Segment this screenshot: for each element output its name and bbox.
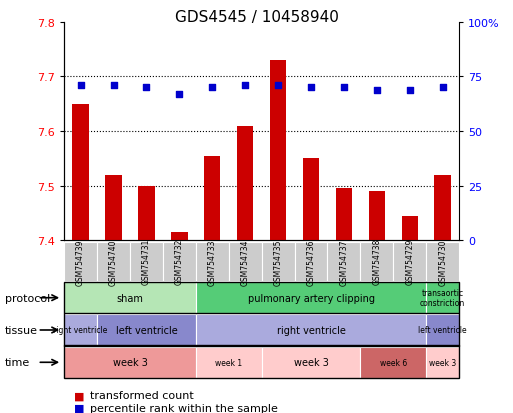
Text: GSM754735: GSM754735 xyxy=(273,238,283,285)
Text: week 3: week 3 xyxy=(429,358,456,367)
Text: GSM754737: GSM754737 xyxy=(340,238,348,285)
Bar xyxy=(336,189,352,241)
Point xyxy=(241,83,249,89)
Text: transformed count: transformed count xyxy=(90,390,193,400)
Point xyxy=(406,87,414,94)
Text: week 1: week 1 xyxy=(215,358,242,367)
Point xyxy=(340,85,348,91)
Bar xyxy=(435,176,451,241)
Text: GSM754734: GSM754734 xyxy=(241,238,250,285)
Text: transaortic
constriction: transaortic constriction xyxy=(420,288,465,308)
Text: GSM754733: GSM754733 xyxy=(208,238,217,285)
Point xyxy=(109,83,117,89)
Text: time: time xyxy=(5,357,30,368)
Text: percentile rank within the sample: percentile rank within the sample xyxy=(90,403,278,413)
Text: week 3: week 3 xyxy=(293,357,328,368)
Point xyxy=(142,85,150,91)
Text: GSM754738: GSM754738 xyxy=(372,238,381,285)
Bar xyxy=(270,61,286,241)
Text: GSM754730: GSM754730 xyxy=(438,238,447,285)
Text: GSM754732: GSM754732 xyxy=(175,238,184,285)
Bar xyxy=(303,159,319,241)
Text: ■: ■ xyxy=(74,390,85,400)
Bar xyxy=(105,176,122,241)
Bar xyxy=(204,156,221,241)
Point xyxy=(307,85,315,91)
Text: GDS4545 / 10458940: GDS4545 / 10458940 xyxy=(174,10,339,25)
Point xyxy=(274,83,282,89)
Text: GSM754736: GSM754736 xyxy=(306,238,315,285)
Text: week 6: week 6 xyxy=(380,358,407,367)
Bar xyxy=(72,104,89,241)
Text: GSM754740: GSM754740 xyxy=(109,238,118,285)
Text: pulmonary artery clipping: pulmonary artery clipping xyxy=(247,293,374,303)
Text: right ventricle: right ventricle xyxy=(53,326,108,335)
Text: left ventricle: left ventricle xyxy=(419,326,467,335)
Point xyxy=(175,91,184,98)
Text: sham: sham xyxy=(116,293,144,303)
Text: GSM754729: GSM754729 xyxy=(405,238,415,285)
Bar xyxy=(138,186,154,241)
Text: GSM754739: GSM754739 xyxy=(76,238,85,285)
Bar xyxy=(402,216,418,241)
Text: GSM754731: GSM754731 xyxy=(142,238,151,285)
Bar xyxy=(369,192,385,241)
Text: week 3: week 3 xyxy=(112,357,147,368)
Point xyxy=(208,85,216,91)
Bar xyxy=(237,126,253,241)
Text: tissue: tissue xyxy=(5,325,38,335)
Text: ■: ■ xyxy=(74,403,85,413)
Point xyxy=(76,83,85,89)
Bar xyxy=(171,233,188,241)
Point xyxy=(373,87,381,94)
Text: protocol: protocol xyxy=(5,293,50,303)
Text: right ventricle: right ventricle xyxy=(277,325,345,335)
Text: left ventricle: left ventricle xyxy=(115,325,177,335)
Point xyxy=(439,85,447,91)
